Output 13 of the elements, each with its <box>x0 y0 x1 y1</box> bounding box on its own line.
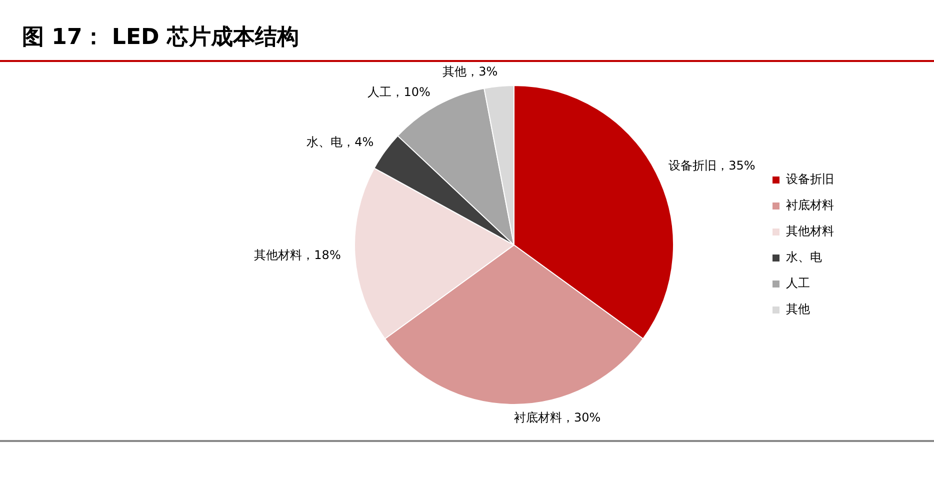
data-label: 其他材料，18% <box>254 248 341 262</box>
legend-label: 其他材料 <box>786 224 834 238</box>
data-label: 衬底材料，30% <box>514 410 601 425</box>
legend-label: 人工 <box>786 276 810 290</box>
legend-label: 设备折旧 <box>786 172 834 186</box>
data-label: 设备折旧，35% <box>668 158 756 172</box>
data-label: 人工，10% <box>368 85 430 100</box>
legend-label: 其他 <box>786 302 810 316</box>
legend-label: 衬底材料 <box>786 198 834 212</box>
data-label: 其他，3% <box>442 64 498 78</box>
data-label: 水、电，4% <box>306 135 374 150</box>
chart-title: 图 17： LED 芯片成本结构 <box>22 24 299 52</box>
legend-label: 水、电 <box>786 250 822 264</box>
